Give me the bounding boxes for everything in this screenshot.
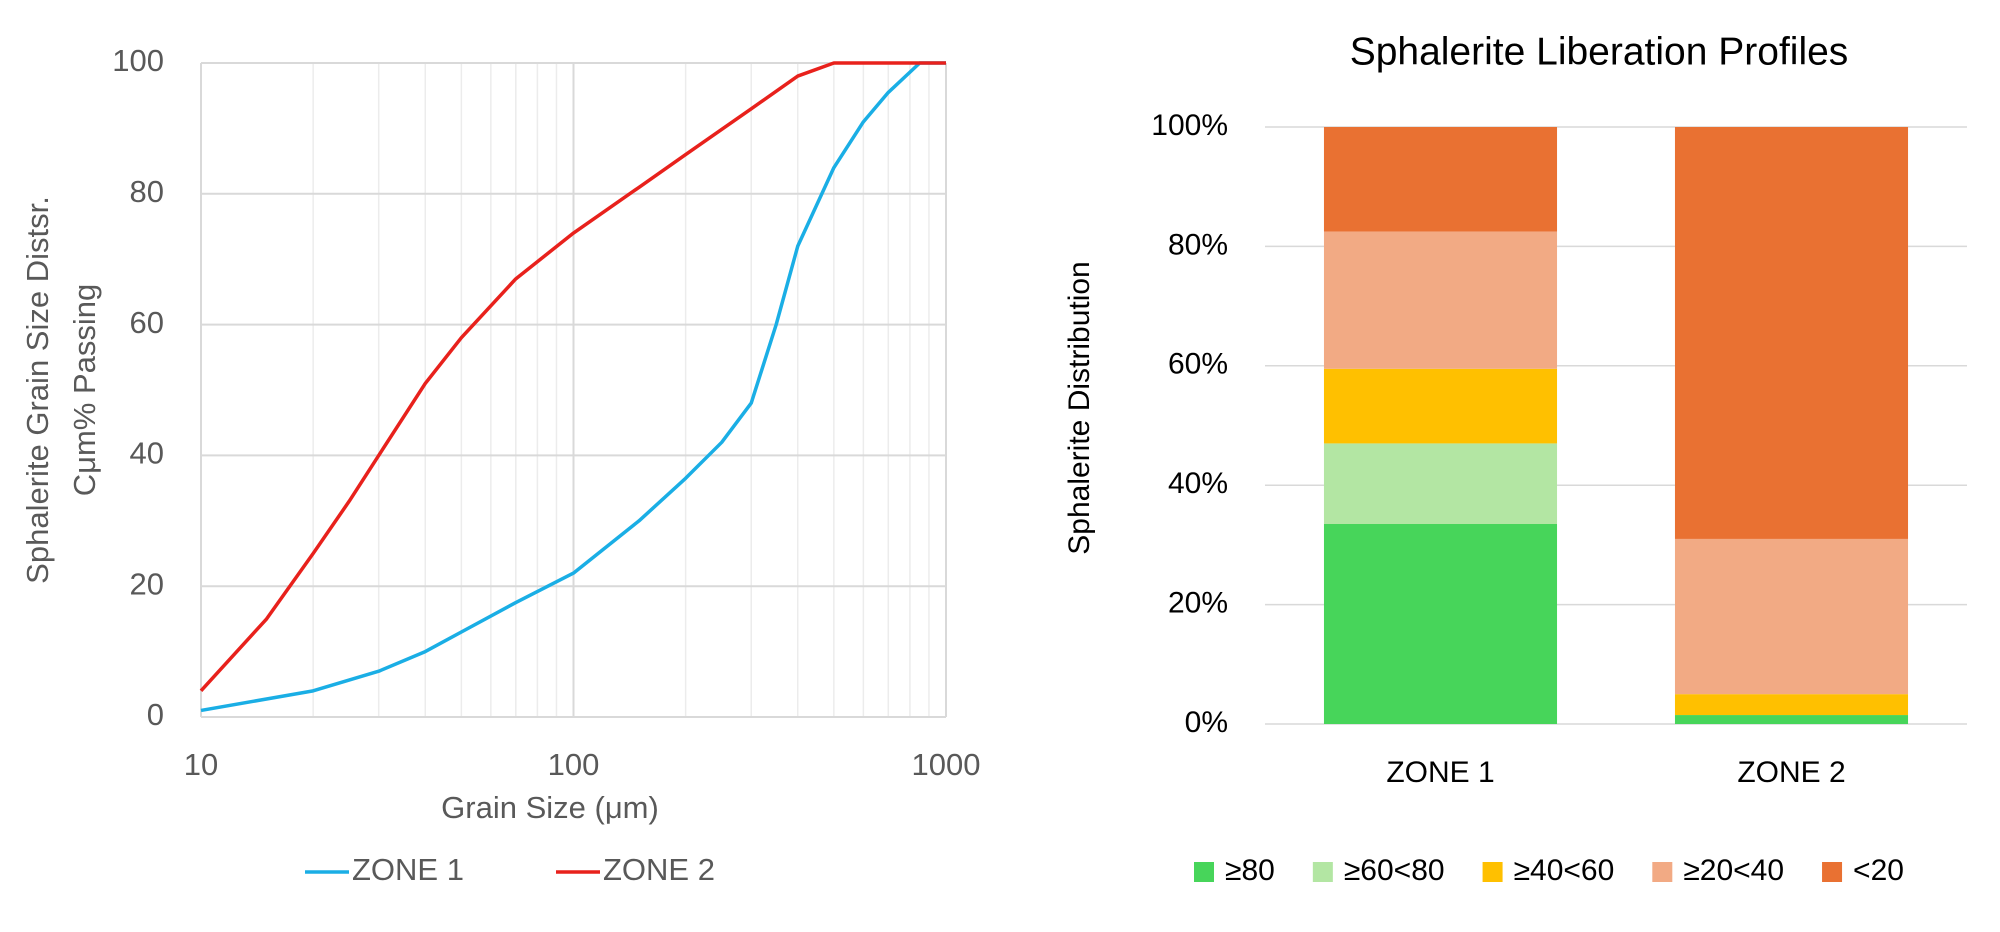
bar-segment [1323,443,1558,525]
x-tick-label: 10 [184,747,218,782]
legend-swatch [1822,862,1843,882]
legend-label: ZONE 1 [352,852,464,887]
x-tick-label: 1000 [912,747,981,782]
bar-segment [1674,127,1909,539]
legend-label: <20 [1853,854,1904,887]
y-axis-label: Sphalerite Grain Size Distsr. [20,196,55,584]
y-tick-label: 100% [1151,109,1228,142]
bar-segment [1323,127,1558,232]
legend-swatch [1652,862,1673,882]
data-line [200,61,946,713]
y-tick-label: 20 [130,566,164,601]
y-tick-label: 0% [1185,706,1228,739]
y-tick-label: 60 [130,305,164,340]
y-tick-label: 80% [1168,228,1228,261]
bar-segment [1674,715,1909,724]
legend-label: ≥20<40 [1683,854,1784,887]
y-axis-label: Cμm% Passing [67,284,102,497]
line-chart: Grain Size (μm) Sphalerite Grain Size Di… [20,43,980,887]
legend-label: ≥80 [1225,854,1275,887]
legend-swatch [1194,862,1214,882]
x-tick-label: 100 [548,747,600,782]
y-tick-label: 0 [147,697,164,732]
legend-swatch [1482,862,1503,882]
data-line [199,61,946,693]
legend-label: ≥40<60 [1514,854,1615,887]
bar-segment [1323,368,1558,444]
bar-segment [1674,694,1909,716]
x-tick-label: ZONE 1 [1386,756,1494,789]
y-tick-label: 100 [112,43,164,78]
legend-label: ZONE 2 [603,852,715,887]
bar-chart: Sphalerite Liberation Profiles Sphalerit… [1063,30,1967,887]
legend-swatch [1312,862,1333,882]
y-tick-label: 40 [130,436,164,471]
x-tick-label: ZONE 2 [1737,756,1845,789]
legend-label: ≥60<80 [1344,854,1445,887]
y-tick-label: 40% [1168,467,1228,500]
y-tick-label: 60% [1168,348,1228,381]
bar-segment [1323,231,1558,369]
bar-segment [1674,538,1909,695]
x-axis-label: Grain Size (μm) [441,790,659,825]
y-tick-label: 80 [130,174,164,209]
y-axis-label: Sphalerite Distribution [1063,261,1096,554]
chart-title: Sphalerite Liberation Profiles [1350,30,1849,73]
bar-segment [1323,524,1558,724]
y-tick-label: 20% [1168,587,1228,620]
